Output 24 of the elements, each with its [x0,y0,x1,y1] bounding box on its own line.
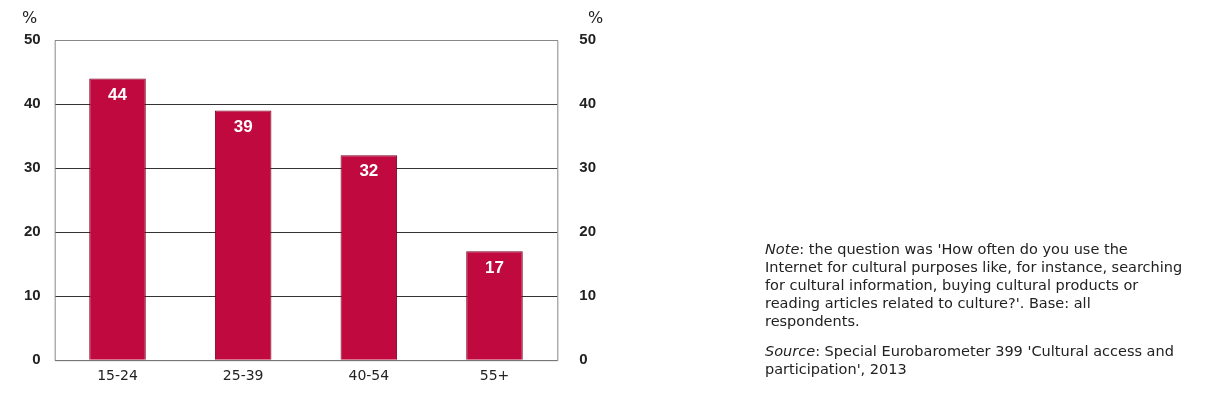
x-tick-label: 55+ [479,367,510,384]
y-axis-title: % [22,8,38,27]
y-tick-label: 10 [24,286,41,304]
x-tick-label: 25-39 [222,367,264,384]
text: Note: the question was 'How often do you use the Internet for cultural purposes like, for instance, searching for cultural information, buying cultural products or reading articles related to culture?'. Base: all respondents. [765,241,1183,329]
y-tick-label: 30 [24,158,41,176]
x-tick-label: 15-24 [97,367,138,384]
source-note: Source: Special Eurobarometer 399 'Cultural access and participation', 2013 [765,343,1174,377]
y-tick-label: 50 [24,30,41,48]
y-tick-label: 40 [24,94,41,112]
x-tick-label: 40-54 [348,367,390,384]
y-tick-label: 0 [32,350,41,368]
y2-tick-label: 50 [579,30,596,48]
y2-axis-title: % [588,8,604,27]
y2-tick-label: 20 [579,222,596,240]
y2-tick-label: 30 [579,158,596,176]
data-label: 32 [359,161,379,181]
y2-tick-label: 0 [579,350,588,368]
y2-tick-label: 10 [579,286,596,304]
data-label: 17 [485,257,504,277]
data-label: 39 [233,116,253,136]
data-label: 44 [108,84,128,104]
y2-tick-label: 40 [579,94,596,112]
y-tick-label: 20 [24,222,41,240]
